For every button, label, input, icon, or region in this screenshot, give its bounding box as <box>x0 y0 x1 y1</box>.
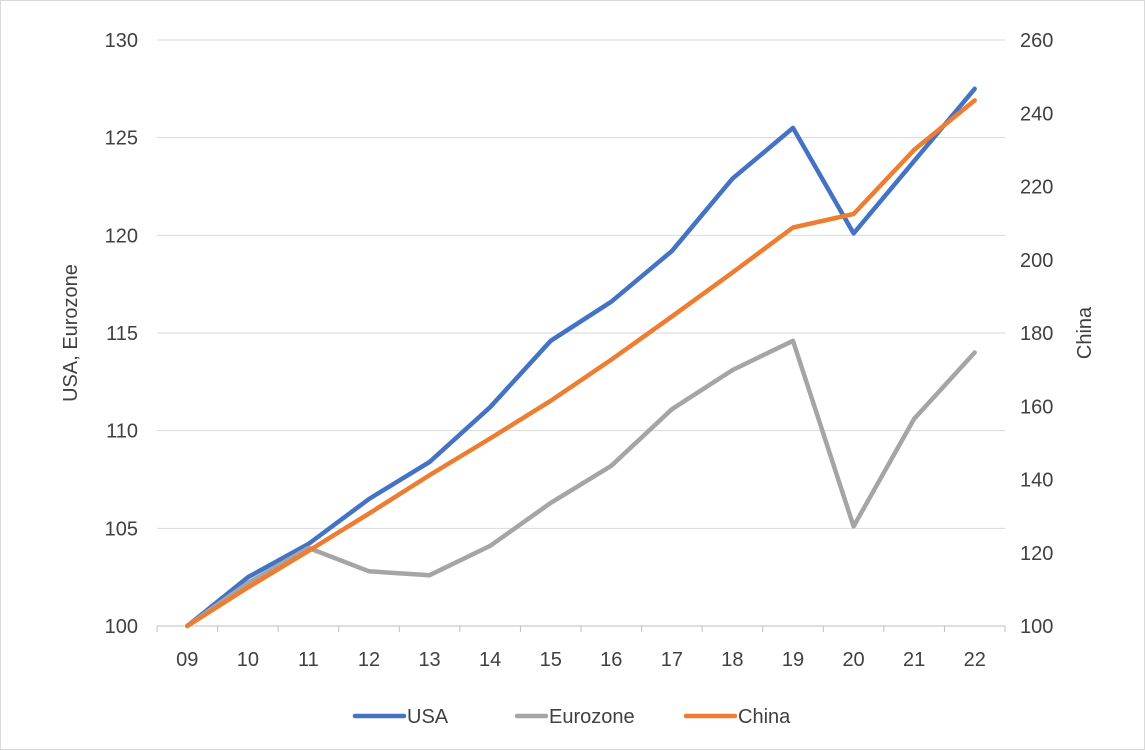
series-lines <box>185 86 977 629</box>
right-tick-label: 200 <box>1020 250 1053 272</box>
x-tick-label: 13 <box>418 649 440 671</box>
left-tick-label: 130 <box>105 30 138 52</box>
left-tick-label: 100 <box>105 616 138 638</box>
gridlines <box>157 39 1005 627</box>
x-tick-label: 17 <box>661 649 683 671</box>
x-tick-label: 16 <box>600 649 622 671</box>
right-y-axis: 100 120 140 160 180 200 220 240 260 <box>1020 30 1053 638</box>
legend-label-china: China <box>738 706 791 728</box>
legend-label-usa: USA <box>407 706 449 728</box>
right-tick-label: 120 <box>1020 543 1053 565</box>
x-tick-label: 12 <box>358 649 380 671</box>
x-tick-label: 11 <box>298 649 319 671</box>
right-tick-label: 100 <box>1020 616 1053 638</box>
left-tick-label: 105 <box>105 518 138 540</box>
legend: USA Eurozone China <box>352 706 791 728</box>
right-tick-label: 220 <box>1020 177 1053 199</box>
x-tick-label: 15 <box>540 649 562 671</box>
x-tick-label: 21 <box>903 649 925 671</box>
series-line-china <box>185 98 977 629</box>
right-tick-label: 260 <box>1020 30 1053 52</box>
legend-label-eurozone: Eurozone <box>549 706 635 728</box>
left-tick-label: 110 <box>106 421 138 443</box>
x-axis: 09 10 11 12 13 14 15 16 17 18 19 20 21 22 <box>156 626 1006 671</box>
left-tick-label: 125 <box>105 128 138 150</box>
left-tick-label: 115 <box>106 323 138 345</box>
x-tick-label: 22 <box>964 649 986 671</box>
x-tick-label: 18 <box>721 649 743 671</box>
left-y-axis: 100 105 110 115 120 125 130 <box>105 30 138 638</box>
x-tick-label: 09 <box>176 649 198 671</box>
series-line-eurozone <box>185 338 977 629</box>
x-tick-label: 14 <box>479 649 501 671</box>
x-tick-label: 19 <box>782 649 804 671</box>
right-axis-title: China <box>1074 306 1096 359</box>
x-tick-label: 20 <box>842 649 864 671</box>
left-tick-label: 120 <box>105 225 138 247</box>
right-tick-label: 140 <box>1020 470 1053 492</box>
x-tick-label: 10 <box>237 649 259 671</box>
left-axis-title: USA, Eurozone <box>60 264 82 402</box>
right-tick-label: 240 <box>1020 103 1053 125</box>
right-tick-label: 180 <box>1020 323 1053 345</box>
right-tick-label: 160 <box>1020 396 1053 418</box>
